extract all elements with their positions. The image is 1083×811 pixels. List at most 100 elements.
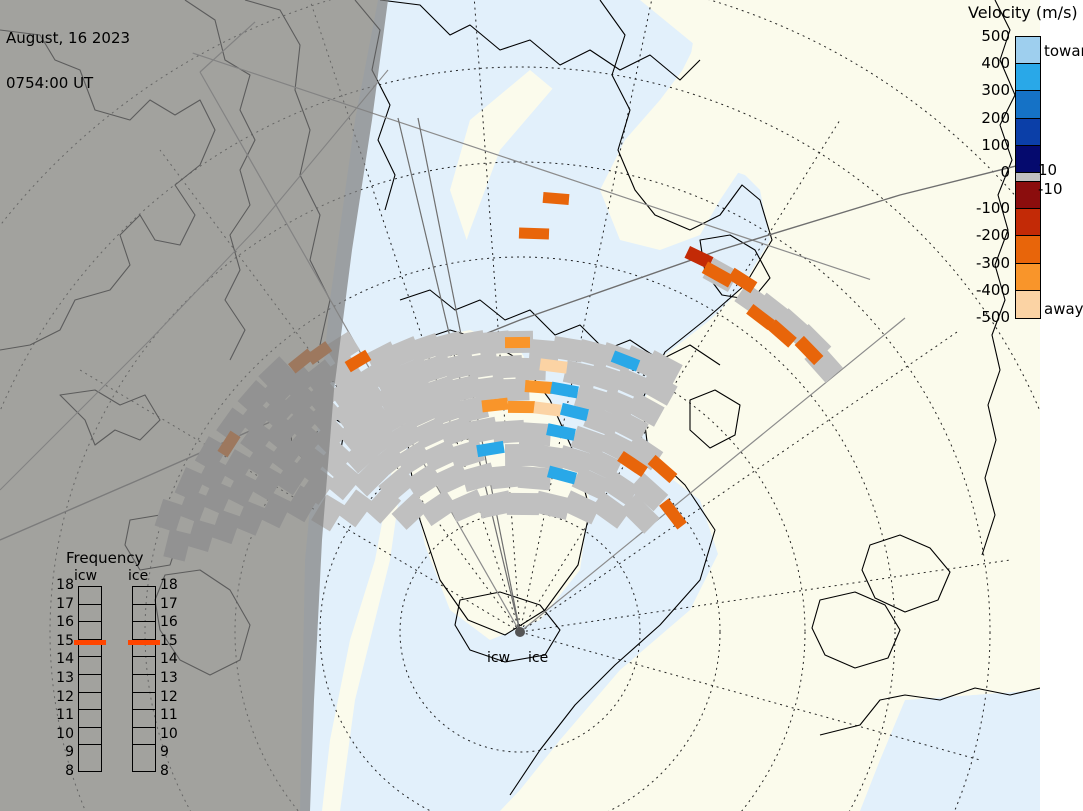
velocity-cell[interactable] [610,409,649,444]
velocity-cell[interactable] [546,423,576,441]
colorbar-tick-300: 300 [981,81,1010,100]
velocity-cell[interactable] [626,391,665,427]
velocity-cell[interactable] [610,350,641,372]
velocity-cell[interactable] [448,439,485,470]
velocity-cell[interactable] [465,416,499,445]
velocity-cell[interactable] [727,267,758,294]
velocity-cell[interactable] [491,355,523,379]
colorbar-segment-50[interactable] [1016,145,1040,173]
colorbar-tick-400: 400 [981,54,1010,73]
velocity-cell[interactable] [559,402,590,422]
velocity-cell[interactable] [498,378,530,402]
velocity-cell[interactable] [533,401,562,417]
velocity-cell[interactable] [561,490,601,525]
velocity-cell[interactable] [477,490,513,519]
velocity-cell[interactable] [394,440,432,476]
velocity-cell[interactable] [507,400,536,414]
velocity-cell[interactable] [794,335,824,366]
map-svg [0,0,1040,811]
velocity-cell[interactable] [530,443,566,471]
velocity-cell[interactable] [386,419,424,454]
velocity-cell[interactable] [546,465,578,485]
velocity-cell[interactable] [337,489,374,528]
colorbar-segment-450[interactable] [1016,37,1040,65]
velocity-cell[interactable] [556,445,594,476]
frequency-scale-label: 8 [65,763,74,779]
velocity-cell[interactable] [647,454,678,484]
velocity-cell[interactable] [684,246,714,269]
velocity-cell[interactable] [489,464,524,490]
velocity-cell[interactable] [476,440,505,458]
velocity-cell[interactable] [460,462,497,493]
velocity-cell[interactable] [412,416,450,449]
velocity-cell[interactable] [533,490,571,520]
velocity-cell[interactable] [326,463,363,501]
velocity-cell[interactable] [701,261,735,288]
velocity-cell[interactable] [551,335,585,363]
velocity-cell[interactable] [590,491,631,529]
velocity-cell[interactable] [571,466,611,501]
velocity-cell[interactable] [518,227,550,240]
colorbar-segment--150[interactable] [1016,209,1040,237]
velocity-cell[interactable] [331,394,369,430]
velocity-cell[interactable] [515,357,547,381]
velocity-cell[interactable] [506,492,540,516]
velocity-cell[interactable] [351,459,389,497]
colorbar-segment--450[interactable] [1016,290,1040,318]
date-text: August, 16 2023 [6,29,131,47]
velocity-cell[interactable] [550,381,579,399]
velocity-cell[interactable] [746,304,775,330]
velocity-cell[interactable] [337,414,374,451]
colorbar-segment--50[interactable] [1016,181,1040,210]
velocity-cell[interactable] [404,463,443,499]
map-canvas[interactable]: August, 16 2023 0754:00 UT icw ice Frequ… [0,0,1040,811]
velocity-cell[interactable] [518,422,552,447]
velocity-cell[interactable] [659,498,687,530]
colorbar-segment-250[interactable] [1016,91,1040,119]
velocity-cell[interactable] [767,319,797,348]
velocity-cell[interactable] [473,375,506,402]
velocity-cell[interactable] [344,349,372,373]
velocity-cell[interactable] [343,437,381,474]
velocity-cell[interactable] [539,358,568,374]
velocity-cell[interactable] [542,191,570,206]
velocity-cell[interactable] [517,465,552,491]
velocity-cell[interactable] [629,472,669,512]
colorbar-segment--350[interactable] [1016,263,1040,291]
velocity-cell[interactable] [419,489,458,527]
velocity-cell[interactable] [391,492,430,530]
frequency-cell [79,640,101,658]
velocity-cell[interactable] [620,494,660,534]
velocity-cell[interactable] [599,468,640,506]
velocity-cell[interactable] [644,350,683,385]
velocity-cell[interactable] [432,462,471,496]
colorbar-segment-350[interactable] [1016,64,1040,92]
velocity-cell[interactable] [492,419,526,444]
velocity-colorbar[interactable] [1015,36,1041,319]
velocity-cell[interactable] [524,380,553,394]
frequency-cell [79,693,101,711]
velocity-cell[interactable] [404,395,441,428]
frequency-bar-ice[interactable] [132,586,156,772]
velocity-cell[interactable] [478,330,511,356]
velocity-cell[interactable] [617,450,648,478]
frequency-cell [133,728,155,746]
colorbar-segment--250[interactable] [1016,236,1040,264]
velocity-cell[interactable] [612,367,650,400]
velocity-cell[interactable] [504,336,531,349]
frequency-scale-label: 14 [56,651,74,668]
frequency-bar-icw[interactable] [78,586,102,772]
velocity-cell[interactable] [447,489,486,523]
velocity-cell[interactable] [638,370,678,406]
velocity-cell[interactable] [599,388,637,421]
velocity-cell[interactable] [454,330,487,357]
velocity-cell[interactable] [363,486,402,524]
velocity-cell[interactable] [467,352,500,379]
velocity-cell[interactable] [454,395,490,424]
velocity-cell[interactable] [481,397,509,413]
velocity-cell[interactable] [328,375,365,410]
colorbar-segment-150[interactable] [1016,118,1040,146]
velocity-cell[interactable] [504,443,537,467]
colorbar-segment-0[interactable] [1016,172,1040,182]
frequency-cell [133,745,155,764]
